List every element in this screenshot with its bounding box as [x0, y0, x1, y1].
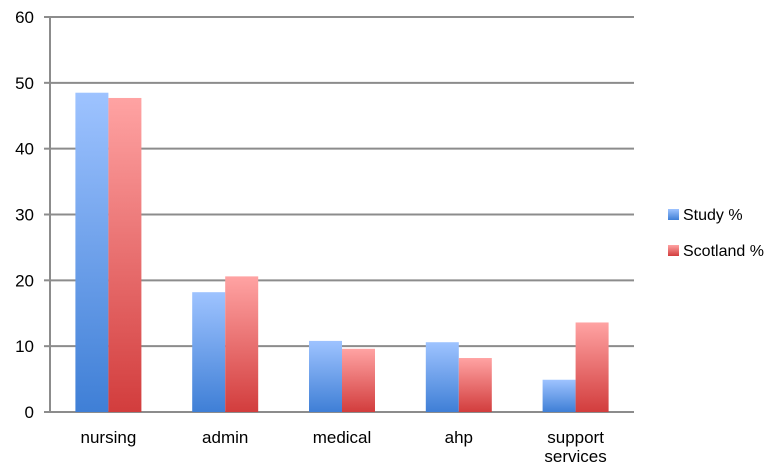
bar-scotland	[108, 97, 142, 412]
bar-study	[75, 92, 109, 412]
x-tick-label: medical	[313, 428, 372, 447]
y-tick-label: 50	[15, 74, 34, 93]
y-tick-label: 40	[15, 140, 34, 159]
gridlines	[50, 16, 634, 348]
axis-labels: 0 10 20 30 40 50 60 nursing admin medical ahp suppo…	[15, 8, 607, 465]
bar-study	[309, 340, 342, 412]
bar-scotland	[342, 348, 375, 412]
legend-swatch	[668, 245, 679, 256]
bar-study	[192, 292, 226, 412]
x-tick-label: admin	[202, 428, 248, 447]
x-tick-label: ahp	[445, 428, 473, 447]
bar-study	[425, 342, 459, 412]
bar-scotland	[458, 358, 492, 412]
y-tick-label: 20	[15, 271, 34, 290]
y-tick-label: 10	[15, 337, 34, 356]
bar-study	[542, 379, 576, 412]
legend-swatch	[668, 209, 679, 220]
legend: Study % Scotland %	[668, 207, 764, 260]
legend-label: Study %	[683, 207, 743, 224]
x-tick-label: support services	[544, 428, 606, 465]
y-tick-label: 0	[25, 403, 34, 422]
y-tick-label: 60	[15, 8, 34, 27]
x-tick-label: nursing	[81, 428, 137, 447]
legend-label: Scotland %	[683, 243, 764, 260]
bars	[75, 92, 609, 412]
y-tick-label: 30	[15, 206, 34, 225]
bar-scotland	[575, 322, 609, 412]
bar-scotland	[225, 276, 259, 412]
